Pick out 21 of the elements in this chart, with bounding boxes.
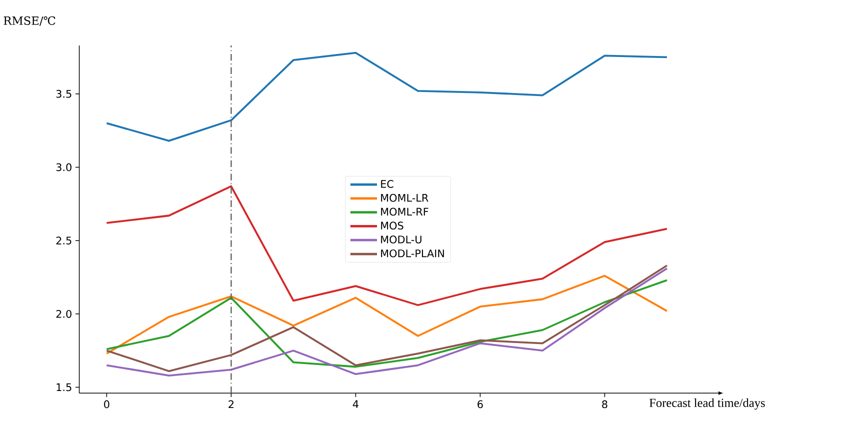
- x-tick-label: 8: [602, 400, 608, 408]
- y-tick-label: 2.0: [56, 310, 72, 318]
- line-series: [106, 279, 668, 368]
- x-tick-label: 0: [104, 400, 110, 408]
- x-tick-label: 4: [352, 400, 358, 408]
- line-series: [106, 52, 668, 142]
- y-tick-label: 1.5: [56, 383, 72, 392]
- y-axis-title: RMSE/℃: [4, 16, 56, 26]
- line-series: [106, 274, 668, 354]
- x-tick-label: 6: [478, 400, 483, 408]
- legend-label: EC: [381, 180, 394, 188]
- legend-label: MOS: [381, 222, 404, 230]
- legend-label: MODL-PLAIN: [381, 249, 444, 258]
- legend-label: MOML-RF: [381, 208, 428, 216]
- legend-label: MODL-U: [381, 235, 422, 244]
- legend-label: MOML-LR: [381, 194, 428, 202]
- y-tick-label: 3.5: [56, 90, 72, 98]
- x-axis-title: Forecast lead time/days: [649, 398, 765, 410]
- y-tick-label: 2.5: [56, 236, 72, 244]
- y-tick-label: 3.0: [56, 163, 72, 172]
- x-tick-label: 2: [228, 400, 234, 408]
